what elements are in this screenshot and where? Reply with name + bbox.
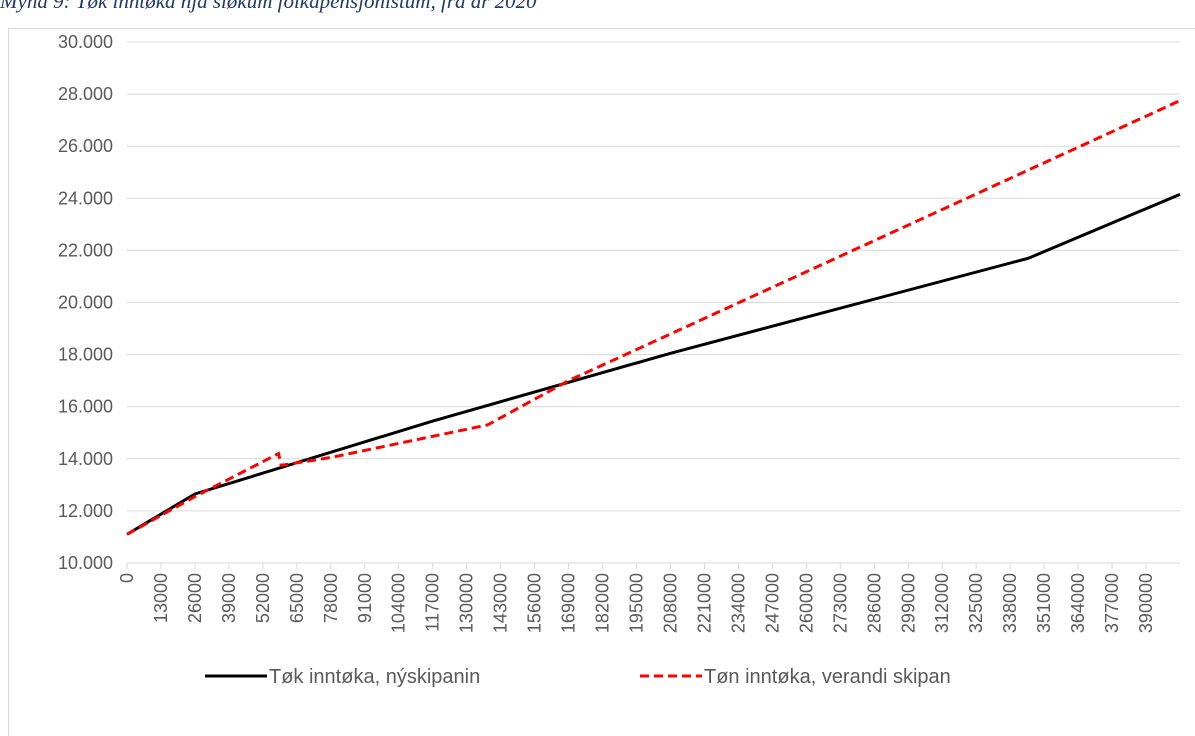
x-tick-label: 377000 bbox=[1102, 573, 1122, 633]
y-tick-label: 28.000 bbox=[58, 84, 113, 104]
x-tick-label: 299000 bbox=[898, 573, 918, 633]
x-tick-label: 182000 bbox=[593, 573, 613, 633]
x-tick-label: 234000 bbox=[728, 573, 748, 633]
x-tick-label: 390000 bbox=[1136, 573, 1156, 633]
x-tick-label: 26000 bbox=[185, 573, 205, 623]
y-tick-label: 12.000 bbox=[58, 501, 113, 521]
x-tick-label: 130000 bbox=[457, 573, 477, 633]
x-tick-label: 364000 bbox=[1068, 573, 1088, 633]
y-tick-label: 18.000 bbox=[58, 345, 113, 365]
x-tick-label: 117000 bbox=[423, 573, 443, 632]
legend-label: Tøn inntøka, verandi skipan bbox=[704, 666, 951, 688]
x-tick-label: 169000 bbox=[559, 573, 579, 633]
y-tick-label: 26.000 bbox=[58, 136, 113, 156]
y-tick-label: 22.000 bbox=[58, 240, 113, 260]
chart-title: Mynd 9: Tøk inntøka hjá sløkum fólkapens… bbox=[0, 0, 537, 13]
x-tick-label: 195000 bbox=[627, 573, 647, 633]
x-tick-label: 65000 bbox=[287, 573, 307, 623]
legend-label: Tøk inntøka, nýskipanin bbox=[269, 666, 480, 688]
line-series bbox=[126, 193, 1181, 536]
x-tick-label: 78000 bbox=[321, 573, 341, 623]
x-tick-label: 247000 bbox=[762, 573, 782, 633]
x-tick-label: 208000 bbox=[660, 573, 680, 633]
x-tick-label: 104000 bbox=[389, 573, 409, 633]
x-tick-label: 325000 bbox=[966, 573, 986, 633]
x-tick-label: 286000 bbox=[864, 573, 884, 633]
y-tick-label: 10.000 bbox=[58, 553, 113, 573]
x-tick-label: 13000 bbox=[151, 573, 171, 623]
x-tick-label: 39000 bbox=[219, 573, 239, 623]
x-tick-label: 338000 bbox=[1000, 573, 1020, 633]
x-tick-label: 221000 bbox=[694, 573, 714, 633]
y-tick-label: 20.000 bbox=[58, 293, 113, 313]
x-tick-label: 52000 bbox=[253, 573, 273, 623]
x-tick-label: 156000 bbox=[525, 573, 545, 633]
x-tick-label: 91000 bbox=[355, 573, 375, 623]
x-tick-label: 143000 bbox=[491, 573, 511, 633]
x-tick-label: 351000 bbox=[1034, 573, 1054, 633]
y-tick-label: 14.000 bbox=[58, 449, 113, 469]
x-tick-label: 312000 bbox=[932, 573, 952, 633]
y-tick-label: 30.000 bbox=[58, 32, 113, 52]
y-tick-label: 16.000 bbox=[58, 397, 113, 417]
x-tick-label: 273000 bbox=[830, 573, 850, 633]
x-tick-label: 260000 bbox=[796, 573, 816, 633]
x-tick-label: 0 bbox=[117, 573, 137, 583]
y-tick-label: 24.000 bbox=[58, 188, 113, 208]
